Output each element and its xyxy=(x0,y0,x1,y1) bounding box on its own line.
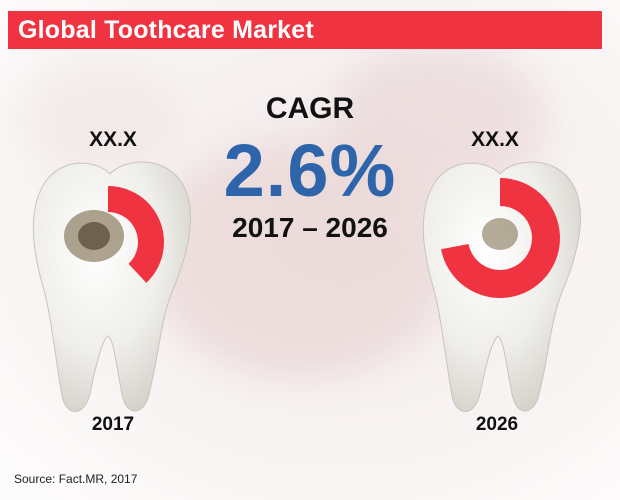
source-note: Source: Fact.MR, 2017 xyxy=(14,472,138,486)
tooth-2017 xyxy=(32,161,191,412)
tooth-2026 xyxy=(422,161,581,412)
value-label-2026: XX.X xyxy=(471,128,519,151)
year-label-2017: 2017 xyxy=(91,414,135,435)
tooth-decay-spot-2026 xyxy=(482,218,518,250)
donut-arc-2026 xyxy=(441,178,560,298)
cagr-period: 2017 – 2026 xyxy=(232,212,388,243)
cagr-label: CAGR xyxy=(265,92,355,125)
background-blur-3 xyxy=(20,60,180,180)
donut-arc-2017 xyxy=(108,186,165,283)
value-label-2017: XX.X xyxy=(89,128,137,151)
cagr-value: 2.6% xyxy=(223,129,397,212)
title-bar: Global Toothcare Market xyxy=(8,11,602,49)
page-title: Global Toothcare Market xyxy=(18,16,314,44)
year-label-2026: 2026 xyxy=(475,414,519,435)
